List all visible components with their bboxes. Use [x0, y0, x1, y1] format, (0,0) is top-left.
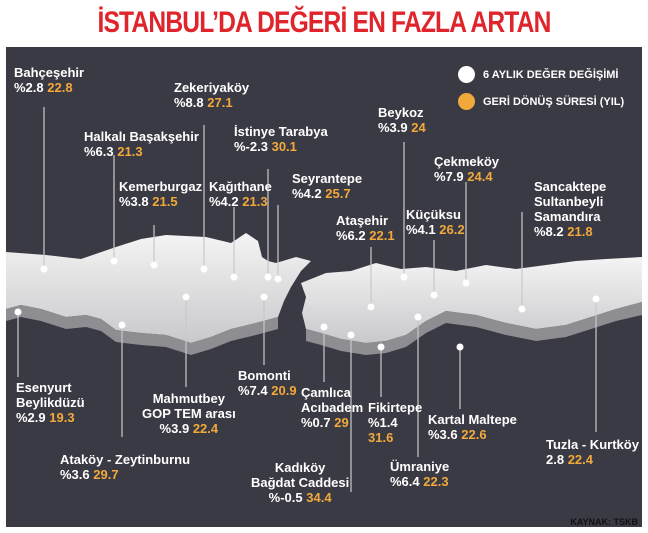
- orange-dot-icon: [458, 93, 475, 110]
- label-tuzla: Tuzla - Kurtköy 2.8 22.4: [546, 437, 639, 467]
- label-cekmekoy: Çekmeköy %7.9 24.4: [434, 154, 500, 184]
- legend-payback: GERİ DÖNÜŞ SÜRESİ (YIL): [458, 93, 624, 110]
- label-kucuksu: Küçüksu %4.1 26.2: [406, 207, 465, 237]
- label-bahcesehir: Bahçeşehir %2.8 22.8: [14, 65, 85, 95]
- label-zekeriyakoy: Zekeriyaköy %8.8 27.1: [174, 80, 250, 110]
- label-atakoy: Ataköy - Zeytinburnu %3.6 29.7: [60, 452, 191, 482]
- label-kartal: Kartal Maltepe %3.6 22.6: [428, 412, 517, 442]
- label-fikirtepe: Fikirtepe %1.4 31.6: [368, 400, 423, 445]
- location-markers: [14, 257, 600, 351]
- label-sancaktepe: Sancaktepe Sultanbeyli Samandıra %8.2 21…: [534, 179, 607, 239]
- label-umraniye: Ümraniye %6.4 22.3: [390, 459, 450, 489]
- istanbul-map: [6, 107, 642, 492]
- page-title: İSTANBUL’DA DEĞERİ EN FAZLA ARTAN BÖLGEL…: [97, 6, 551, 85]
- label-istinye: İstinye Tarabya %-2.3 30.1: [234, 124, 328, 154]
- leader-lines: [17, 107, 597, 492]
- label-beykoz: Beykoz %3.9 24: [378, 105, 426, 135]
- legend: 6 AYLIK DEĞER DEĞİŞİMİ GERİ DÖNÜŞ SÜRESİ…: [458, 66, 624, 120]
- source-note: KAYNAK: TSKB: [570, 517, 638, 527]
- asian-side: [301, 257, 642, 343]
- label-mahmutbey: Mahmutbey GOP TEM arası %3.9 22.4: [142, 391, 236, 436]
- label-esenyurt: Esenyurt Beylikdüzü %2.9 19.3: [16, 380, 85, 425]
- label-halkali: Halkalı Başakşehir %6.3 21.3: [84, 129, 199, 159]
- label-atasehir: Ataşehir %6.2 22.1: [336, 213, 395, 243]
- european-side: [6, 233, 311, 343]
- legend-change: 6 AYLIK DEĞER DEĞİŞİMİ: [458, 66, 624, 83]
- label-kagithane: Kağıthane %4.2 21.3: [209, 179, 272, 209]
- label-kadikoy: Kadıköy Bağdat Caddesi %-0.5 34.4: [251, 460, 350, 505]
- infographic-panel: 6 AYLIK DEĞER DEĞİŞİMİ GERİ DÖNÜŞ SÜRESİ…: [6, 47, 642, 527]
- label-kemerburgaz: Kemerburgaz %3.8 21.5: [119, 179, 203, 209]
- label-bomonti: Bomonti %7.4 20.9: [238, 368, 297, 398]
- white-dot-icon: [458, 66, 475, 83]
- label-camlica: Çamlıca Acıbadem %0.7 29: [301, 385, 364, 430]
- label-seyrantepe: Seyrantepe %4.2 25.7: [292, 171, 363, 201]
